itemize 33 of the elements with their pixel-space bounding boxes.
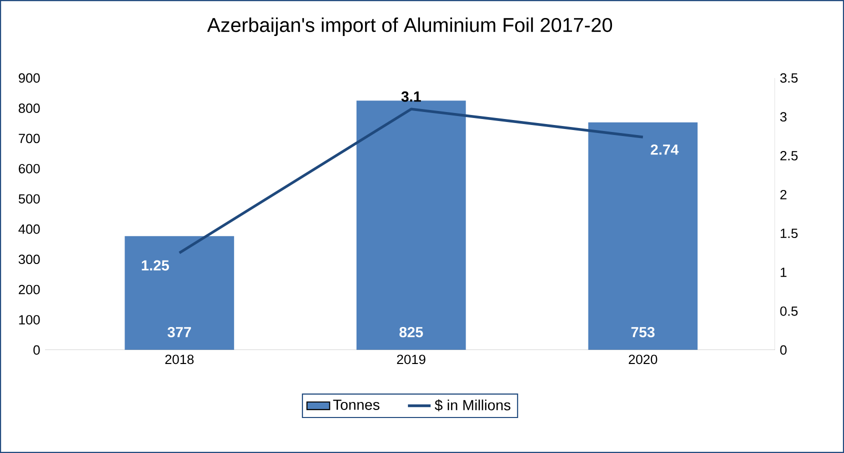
y-tick-label: 300	[18, 254, 40, 264]
y-tick-label: 0	[33, 345, 40, 355]
y-tick-label: 900	[18, 73, 40, 83]
data-label: 753	[631, 326, 655, 338]
y2-tick-label: 2	[780, 190, 786, 200]
y-tick-label: 700	[18, 134, 40, 144]
data-label: 2.74	[650, 144, 679, 155]
bar	[356, 100, 466, 350]
y2-tick-label: 1.5	[780, 228, 798, 238]
y2-tick-label: 0.5	[780, 306, 798, 316]
y2-tick-label: 3.5	[780, 73, 798, 83]
y-tick-label: 500	[18, 194, 40, 204]
chart-title: Azerbaijan's import of Aluminium Foil 2017-20	[207, 17, 612, 36]
y2-tick-label: 3	[780, 112, 787, 122]
y-tick-label: 800	[18, 104, 40, 113]
y-tick-label: 200	[18, 284, 40, 294]
x-tick-label: 2020	[628, 354, 658, 364]
y-tick-label: 600	[18, 164, 40, 174]
x-tick-label: 2019	[397, 354, 426, 364]
legend-label: Tonnes	[333, 400, 380, 410]
y-tick-label: 400	[18, 224, 40, 234]
legend-label: $ in Millions	[434, 399, 510, 412]
data-label: 3.1	[401, 91, 421, 102]
x-tick-label: 2018	[165, 354, 194, 364]
y-tick-label: 100	[19, 315, 40, 324]
data-label: 825	[399, 326, 423, 338]
bar	[124, 236, 234, 350]
y2-tick-label: 1	[780, 268, 786, 277]
data-label: 377	[168, 326, 191, 338]
y2-tick-label: 0	[780, 345, 787, 355]
data-label: 1.25	[142, 260, 169, 271]
bar	[588, 122, 698, 350]
y2-tick-label: 2.5	[780, 151, 798, 160]
